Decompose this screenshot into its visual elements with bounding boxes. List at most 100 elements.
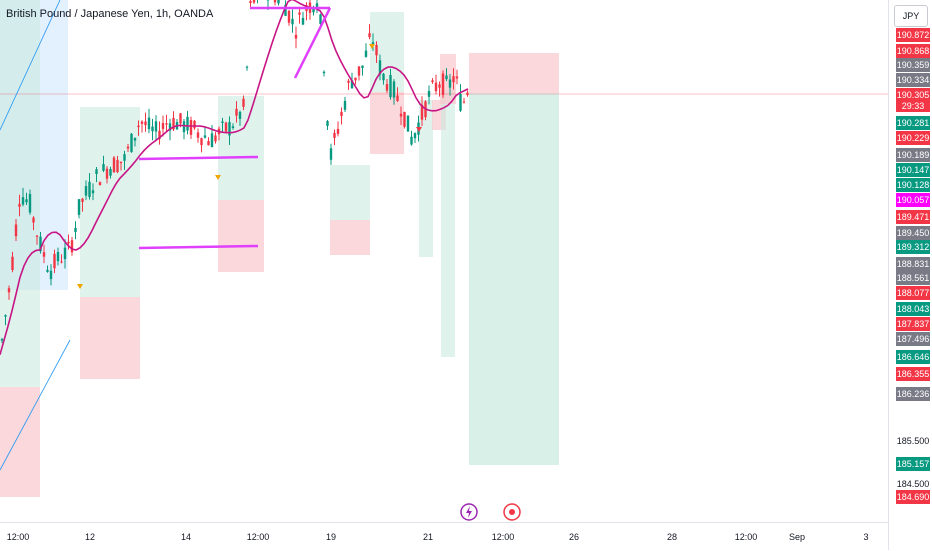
price-tag: 189.312 (896, 240, 930, 254)
candle-body (134, 138, 136, 141)
candle-body (319, 14, 321, 23)
price-tag: 186.646 (896, 350, 930, 364)
candle-body (204, 135, 206, 137)
candle-body (127, 147, 129, 149)
time-axis-label: 12:00 (735, 532, 758, 542)
candle-body (445, 76, 447, 80)
candle-body (71, 240, 73, 252)
trade-zone (218, 96, 264, 200)
candle-body (102, 164, 104, 171)
candle-body (99, 182, 101, 185)
candle-body (368, 33, 370, 37)
candle-body (249, 1, 251, 3)
candle-body (151, 127, 153, 132)
candle-body (323, 72, 325, 73)
candle-body (298, 12, 300, 14)
candle-body (382, 74, 384, 81)
price-tag: 190.229 (896, 131, 930, 145)
candle-body (302, 18, 304, 25)
candle-body (64, 248, 66, 259)
candle-body (211, 133, 213, 147)
time-axis-label: 28 (667, 532, 677, 542)
currency-button[interactable]: JPY (894, 5, 928, 27)
candle-body (242, 99, 244, 107)
candle-body (155, 121, 157, 131)
candle-body (32, 218, 34, 223)
candle-body (8, 288, 10, 292)
price-tag: 188.043 (896, 302, 930, 316)
price-tag: 190.189 (896, 148, 930, 162)
price-tag: 189.450 (896, 226, 930, 240)
chart-area[interactable]: British Pound / Japanese Yen, 1h, OANDA (0, 0, 888, 522)
candle-body (221, 122, 223, 123)
candle-body (393, 81, 395, 97)
price-axis-label: 185.500 (896, 436, 930, 446)
price-tag: 187.837 (896, 317, 930, 331)
trade-zone (370, 92, 404, 154)
time-axis-label: Sep (789, 532, 805, 542)
candle-body (347, 81, 349, 83)
candle-body (407, 116, 409, 132)
trade-zone (469, 93, 559, 465)
candle-body (95, 169, 97, 174)
candle-body (179, 113, 181, 123)
candle-body (214, 135, 216, 141)
candle-body (130, 134, 132, 152)
candle-body (207, 141, 209, 145)
candle-body (361, 66, 363, 68)
trade-zone (218, 200, 264, 272)
candle-body (337, 129, 339, 134)
candle-body (295, 35, 297, 39)
candle-body (428, 91, 430, 97)
candle-body (403, 112, 405, 127)
price-tag: 188.077 (896, 286, 930, 300)
record-icon[interactable] (503, 503, 521, 521)
candle-body (253, 0, 255, 3)
candle-body (144, 121, 146, 125)
candle-body (81, 199, 83, 202)
trade-zone (80, 297, 140, 379)
candle-body (109, 169, 111, 176)
candle-body (11, 257, 13, 270)
time-axis-label: 14 (181, 532, 191, 542)
trade-zone (0, 0, 40, 387)
candle-body (354, 78, 356, 81)
price-tag: 188.831 (896, 257, 930, 271)
candle-body (459, 94, 461, 111)
candle-body (137, 126, 139, 127)
candle-body (333, 133, 335, 138)
candle-body (123, 154, 125, 161)
chart-canvas[interactable] (0, 0, 888, 522)
candle-body (67, 242, 69, 244)
candle-body (50, 271, 52, 279)
candle-body (88, 182, 90, 197)
price-tag: 190.872 (896, 28, 930, 42)
time-axis-label: 3 (863, 532, 868, 542)
price-axis-label: 184.500 (896, 479, 930, 489)
time-axis-label: 12:00 (247, 532, 270, 542)
price-tag: 189.471 (896, 210, 930, 224)
candle-body (372, 42, 374, 44)
candle-body (74, 228, 76, 232)
candle-body (60, 261, 62, 262)
trade-zone (419, 100, 433, 257)
price-tag: 190.128 (896, 178, 930, 192)
price-tag: 190.868 (896, 44, 930, 58)
candle-body (113, 158, 115, 173)
candle-body (456, 76, 458, 78)
candle-body (442, 73, 444, 95)
price-tag: 190.334 (896, 73, 930, 87)
candle-body (57, 252, 59, 261)
lightning-icon[interactable] (460, 503, 478, 521)
trendline (295, 8, 330, 78)
candle-body (85, 186, 87, 195)
candle-body (410, 137, 412, 145)
candle-body (120, 162, 122, 163)
price-tag: 188.561 (896, 271, 930, 285)
candle-body (22, 197, 24, 204)
candle-body (190, 120, 192, 135)
candle-body (396, 96, 398, 101)
price-tag: 186.236 (896, 387, 930, 401)
candle-body (246, 67, 248, 68)
candle-body (400, 114, 402, 117)
